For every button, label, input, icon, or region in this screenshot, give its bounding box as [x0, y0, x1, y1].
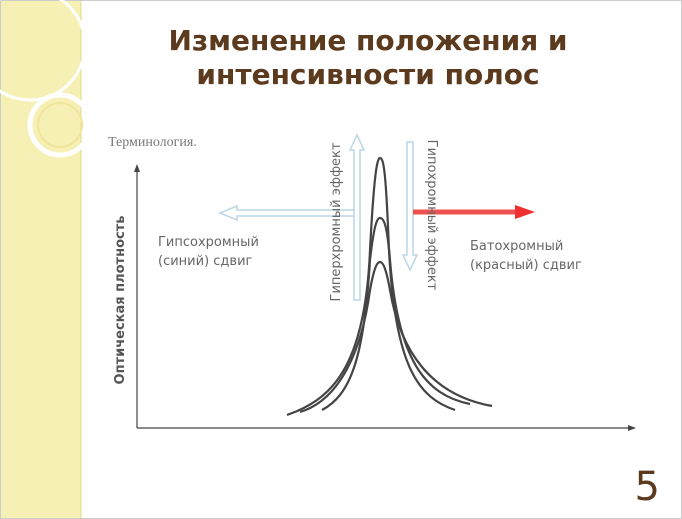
arrow-head — [628, 425, 636, 431]
hyperchromic-arrow — [348, 133, 366, 301]
bathochromic-label: Батохромный — [470, 239, 563, 254]
hypsochromic-label: Гипсохромный — [158, 235, 259, 250]
subtitle: Терминология. — [108, 135, 197, 150]
band-curve — [299, 260, 493, 414]
title: интенсивности полос — [196, 58, 539, 91]
bathochromic-label: (красный) сдвиг — [470, 258, 582, 273]
band-curve — [321, 216, 471, 411]
decor-circle — [27, 92, 93, 158]
band-curve — [286, 156, 456, 417]
hypochromic-label: Гипохромный эффект — [424, 140, 439, 291]
arrow-head — [134, 164, 140, 172]
arrow-head — [515, 205, 535, 219]
decor-circle — [37, 102, 83, 148]
hypsochromic-arrow — [218, 204, 358, 222]
hypsochromic-label: (синий) сдвиг — [158, 254, 253, 269]
side-band — [1, 1, 81, 518]
decor-circle — [0, 0, 87, 102]
y-axis-label: Оптическая плотность — [113, 216, 128, 385]
page-number: 5 — [635, 464, 660, 510]
hypochromic-arrow — [401, 141, 419, 272]
title: Изменение положения и — [168, 24, 567, 57]
hyperchromic-label: Гиперхромный эффект — [329, 142, 344, 301]
